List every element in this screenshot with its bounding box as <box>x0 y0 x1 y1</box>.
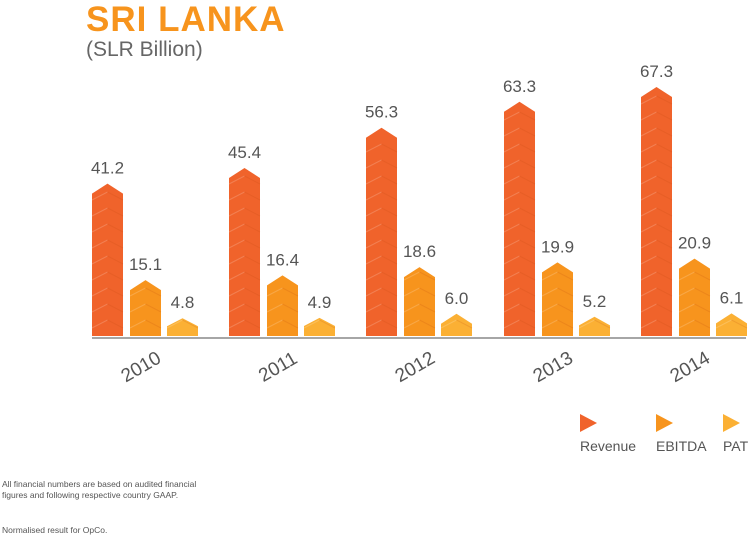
bar-texture-revenue-2010 <box>91 191 124 329</box>
bar-texture-ebitda-2013 <box>541 271 574 329</box>
data-label-revenue-2012: 56.3 <box>365 103 398 122</box>
legend-item-pat: PAT <box>723 414 748 454</box>
data-label-pat-2010: 4.8 <box>171 293 195 312</box>
bar-revenue-2014 <box>641 87 672 336</box>
bar-ebitda-2010 <box>130 280 161 336</box>
bar-revenue-2010 <box>92 183 123 336</box>
x-tick-label-2013: 2013 <box>530 348 577 387</box>
bar-texture-ebitda-2012 <box>403 271 436 329</box>
bar-texture-pat-2012 <box>440 319 473 329</box>
data-label-ebitda-2010: 15.1 <box>129 255 162 274</box>
bar-ebitda-2014 <box>679 258 710 336</box>
bar-revenue-2013 <box>504 101 535 336</box>
data-label-ebitda-2012: 18.6 <box>403 242 436 261</box>
x-tick-label-2014: 2014 <box>667 348 714 388</box>
legend-revenue-label: Revenue <box>580 438 637 454</box>
legend-pat-label: PAT <box>723 438 749 454</box>
bar-pat-2012 <box>441 313 472 336</box>
bar-ebitda-2012 <box>404 267 435 336</box>
data-label-revenue-2013: 63.3 <box>503 77 536 96</box>
legend-ebitda-icon <box>656 414 673 432</box>
x-tick-label-2012: 2012 <box>392 348 439 387</box>
bar-texture-pat-2014 <box>715 319 748 329</box>
bar-revenue-2011 <box>229 168 260 336</box>
x-tick-label-2011: 2011 <box>255 348 301 387</box>
legend-item-revenue: Revenue <box>580 414 636 454</box>
data-label-pat-2014: 6.1 <box>720 288 744 307</box>
bar-revenue-2012 <box>366 127 397 336</box>
data-label-pat-2011: 4.9 <box>308 293 332 312</box>
bar-texture-pat-2011 <box>303 319 336 329</box>
chart-title: SRI LANKA <box>86 0 286 39</box>
data-label-ebitda-2011: 16.4 <box>266 250 299 269</box>
x-tick-label-2010: 2010 <box>118 348 165 387</box>
bar-texture-ebitda-2010 <box>129 287 162 329</box>
bar-texture-pat-2010 <box>166 319 199 329</box>
bar-pat-2013 <box>579 316 610 336</box>
bar-pat-2011 <box>304 317 335 336</box>
bar-texture-ebitda-2011 <box>266 287 299 329</box>
data-label-revenue-2010: 41.2 <box>91 159 124 178</box>
data-label-ebitda-2014: 20.9 <box>678 234 711 253</box>
data-label-revenue-2011: 45.4 <box>228 143 261 162</box>
data-label-pat-2013: 5.2 <box>583 292 607 311</box>
bar-texture-revenue-2014 <box>640 95 673 329</box>
bar-texture-pat-2013 <box>578 319 611 329</box>
chart-subtitle: (SLR Billion) <box>86 38 203 61</box>
bar-pat-2010 <box>167 318 198 336</box>
data-label-ebitda-2013: 19.9 <box>541 237 574 256</box>
legend-revenue-icon <box>580 414 597 432</box>
legend-item-ebitda: EBITDA <box>656 414 707 454</box>
bar-texture-revenue-2012 <box>365 143 398 329</box>
bar-chart: 41.2 15.1 4.8 45.4 16.4 4.9 56.3 18.6 6.0 63.3 19.… <box>91 62 748 388</box>
data-label-pat-2012: 6.0 <box>445 289 469 308</box>
legend-pat-icon <box>723 414 740 432</box>
bar-texture-revenue-2013 <box>503 111 536 329</box>
data-label-revenue-2014: 67.3 <box>640 62 673 81</box>
footnote-normalised: Normalised result for OpCo. <box>2 525 108 535</box>
footnote-gaap: All financial numbers are based on audit… <box>2 479 197 500</box>
bar-ebitda-2011 <box>267 275 298 336</box>
bar-texture-ebitda-2014 <box>678 271 711 329</box>
bar-texture-revenue-2011 <box>228 175 261 329</box>
bar-ebitda-2013 <box>542 262 573 336</box>
legend-ebitda-label: EBITDA <box>656 438 707 454</box>
bar-pat-2014 <box>716 313 747 336</box>
